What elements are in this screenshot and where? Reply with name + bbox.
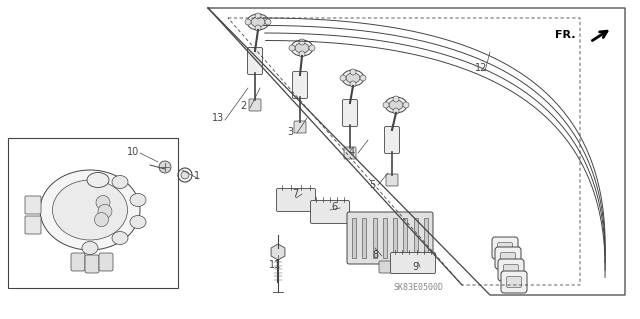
FancyBboxPatch shape	[310, 201, 349, 224]
Bar	[393, 218, 397, 258]
Bar	[413, 218, 418, 258]
FancyBboxPatch shape	[347, 212, 433, 264]
FancyBboxPatch shape	[386, 174, 398, 186]
FancyBboxPatch shape	[85, 255, 99, 273]
FancyBboxPatch shape	[385, 127, 399, 153]
Circle shape	[340, 75, 346, 81]
Circle shape	[383, 102, 389, 108]
Text: 11: 11	[269, 260, 281, 270]
FancyBboxPatch shape	[99, 253, 113, 271]
FancyBboxPatch shape	[294, 121, 306, 133]
Bar	[383, 218, 387, 258]
Ellipse shape	[251, 17, 265, 27]
FancyBboxPatch shape	[495, 247, 521, 269]
Circle shape	[159, 161, 171, 173]
Circle shape	[265, 19, 271, 25]
Circle shape	[255, 13, 261, 19]
FancyBboxPatch shape	[390, 253, 435, 273]
Text: 9: 9	[412, 262, 418, 272]
Bar	[8, 138, 178, 288]
Circle shape	[299, 39, 305, 45]
Text: 7: 7	[292, 189, 298, 199]
Text: 8: 8	[372, 250, 378, 260]
FancyBboxPatch shape	[71, 253, 85, 271]
Ellipse shape	[130, 194, 146, 206]
Ellipse shape	[342, 70, 364, 86]
FancyBboxPatch shape	[25, 216, 41, 234]
Ellipse shape	[87, 173, 109, 188]
Ellipse shape	[40, 170, 140, 250]
Circle shape	[309, 45, 315, 51]
Circle shape	[245, 19, 251, 25]
FancyBboxPatch shape	[344, 147, 356, 159]
Text: 4: 4	[349, 147, 355, 157]
Text: 10: 10	[127, 147, 139, 157]
FancyBboxPatch shape	[498, 259, 524, 281]
Circle shape	[360, 75, 366, 81]
FancyBboxPatch shape	[506, 277, 522, 287]
Bar	[424, 218, 428, 258]
FancyBboxPatch shape	[342, 100, 358, 127]
Ellipse shape	[385, 97, 407, 113]
Bar	[352, 218, 356, 258]
Text: 6: 6	[331, 202, 337, 212]
Text: FR.: FR.	[554, 30, 575, 40]
Ellipse shape	[291, 40, 313, 56]
FancyBboxPatch shape	[379, 261, 401, 273]
FancyBboxPatch shape	[497, 242, 513, 254]
Circle shape	[181, 171, 189, 179]
FancyBboxPatch shape	[500, 253, 515, 263]
Ellipse shape	[52, 180, 127, 240]
Bar	[372, 218, 376, 258]
Text: 5: 5	[369, 180, 375, 190]
Circle shape	[393, 96, 399, 102]
FancyBboxPatch shape	[504, 264, 518, 276]
Text: 2: 2	[240, 101, 246, 111]
Bar	[403, 218, 408, 258]
Circle shape	[350, 69, 356, 75]
Bar	[362, 218, 366, 258]
Ellipse shape	[389, 100, 403, 110]
Circle shape	[393, 108, 399, 114]
FancyBboxPatch shape	[248, 48, 262, 75]
Circle shape	[289, 45, 295, 51]
Ellipse shape	[112, 232, 128, 244]
Text: 12: 12	[475, 63, 487, 73]
Circle shape	[96, 196, 110, 210]
FancyBboxPatch shape	[292, 71, 307, 99]
Text: 1: 1	[194, 171, 200, 181]
Circle shape	[403, 102, 409, 108]
Ellipse shape	[295, 43, 309, 53]
Text: SK83E0500D: SK83E0500D	[393, 284, 443, 293]
FancyBboxPatch shape	[492, 237, 518, 259]
Ellipse shape	[112, 175, 128, 189]
Ellipse shape	[346, 73, 360, 83]
Circle shape	[98, 204, 112, 218]
Circle shape	[350, 81, 356, 87]
FancyBboxPatch shape	[249, 99, 261, 111]
Circle shape	[255, 25, 261, 31]
Ellipse shape	[247, 14, 269, 30]
Ellipse shape	[82, 241, 98, 255]
Ellipse shape	[130, 216, 146, 228]
Circle shape	[95, 213, 109, 226]
FancyBboxPatch shape	[276, 189, 316, 211]
Circle shape	[299, 51, 305, 57]
Text: 3: 3	[287, 127, 293, 137]
Text: 13: 13	[212, 113, 224, 123]
FancyBboxPatch shape	[501, 271, 527, 293]
FancyBboxPatch shape	[25, 196, 41, 214]
